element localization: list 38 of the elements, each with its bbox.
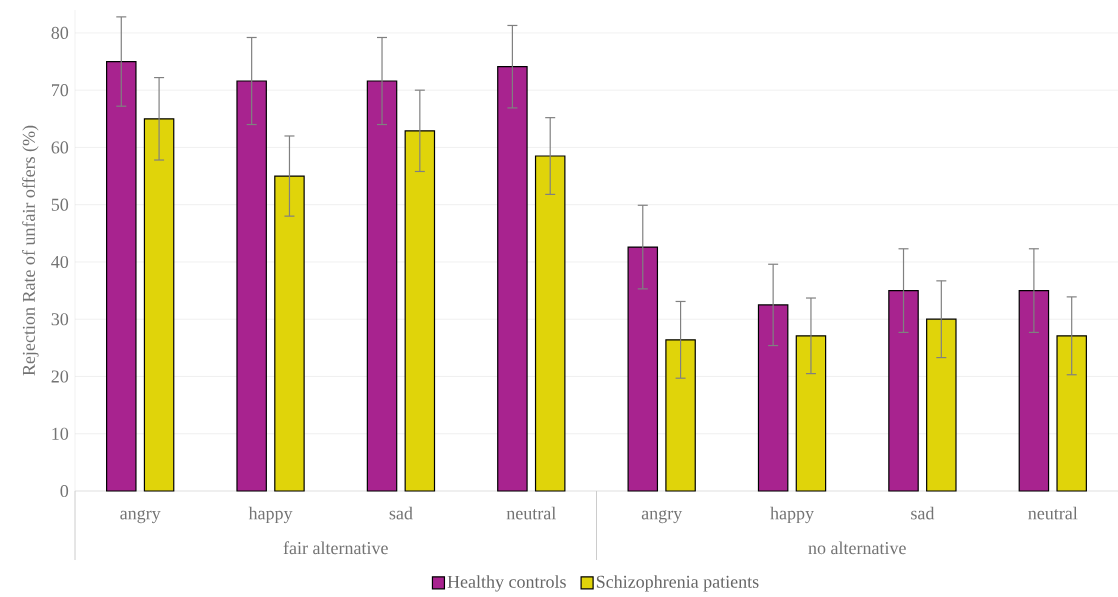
bar <box>404 130 436 492</box>
bar <box>497 66 528 492</box>
bar <box>926 318 957 492</box>
y-tick-label: 30 <box>51 313 69 326</box>
bar <box>274 175 305 492</box>
bar <box>236 80 267 492</box>
x-tick-label: neutral <box>1028 506 1078 520</box>
y-tick-label: 0 <box>60 484 69 498</box>
x-tick-label: happy <box>248 506 293 524</box>
bar <box>534 155 566 492</box>
x-tick-label: happy <box>770 506 814 524</box>
y-tick-label: 20 <box>51 370 69 383</box>
y-tick-label: 70 <box>51 84 69 97</box>
bar <box>665 339 696 492</box>
legend-label: Healthy controls <box>447 575 566 592</box>
y-tick-label: 10 <box>52 427 69 440</box>
x-tick-label: angry <box>641 510 683 524</box>
y-axis-title: Rejection Rate of unfair offers (%) <box>22 125 39 376</box>
text: no alternative <box>808 541 906 555</box>
x-tick-label: sad <box>389 506 413 520</box>
bar <box>888 289 919 492</box>
text: fair alternative <box>283 541 388 555</box>
bar <box>1018 289 1050 492</box>
bar <box>757 304 789 492</box>
x-tick-label: angry <box>120 510 161 524</box>
bar <box>106 60 137 492</box>
bar <box>627 246 659 492</box>
bar <box>366 80 398 492</box>
x-tick-label: sad <box>911 506 935 520</box>
y-tick-label: 60 <box>51 141 69 154</box>
y-tick-label: 80 <box>51 26 69 39</box>
bar <box>795 335 827 492</box>
bar <box>143 118 175 492</box>
y-tick-label: 50 <box>51 198 69 211</box>
bar <box>1056 335 1087 492</box>
x-tick-label: neutral <box>506 506 556 520</box>
y-tick-label: 40 <box>51 255 69 269</box>
legend-label: Schizophrenia patients <box>596 575 759 592</box>
